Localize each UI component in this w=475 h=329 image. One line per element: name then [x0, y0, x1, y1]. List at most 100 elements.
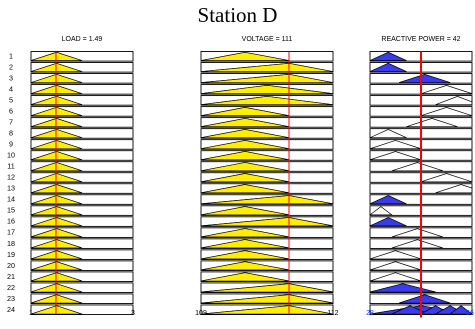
range-max-label: 112 — [327, 310, 338, 317]
row-frame — [30, 51, 134, 62]
row-frame — [200, 62, 334, 73]
membership-row — [200, 304, 334, 316]
membership-row — [200, 95, 334, 106]
rule-number: 21 — [7, 272, 15, 281]
fired-area — [31, 96, 83, 105]
fired-area — [201, 118, 290, 128]
row-frame — [30, 139, 134, 150]
rule-number: 15 — [7, 206, 15, 215]
range-min-label: 1 — [29, 310, 33, 317]
membership-row — [30, 260, 134, 271]
row-frame — [200, 150, 334, 161]
membership-row — [30, 139, 134, 150]
membership-row — [369, 95, 473, 106]
row-frame — [200, 249, 334, 260]
membership-row — [30, 51, 134, 62]
membership-row — [200, 161, 334, 172]
rule-number: 16 — [7, 217, 15, 226]
row-frame — [30, 238, 134, 249]
fired-area — [201, 206, 290, 216]
rule-number: 24 — [7, 305, 15, 314]
row-frame — [200, 216, 334, 227]
fired-area — [31, 63, 83, 72]
rule-number: 20 — [7, 261, 15, 270]
fired-area — [201, 140, 290, 150]
panel-label: REACTIVE POWER = 42 — [381, 36, 460, 43]
rule-number: 11 — [7, 162, 14, 171]
rule-number: 18 — [7, 239, 15, 248]
membership-row — [200, 117, 334, 128]
page-title: Station D — [198, 3, 278, 27]
membership-curve — [370, 140, 422, 150]
membership-curve — [370, 272, 422, 282]
fired-area — [31, 129, 83, 139]
fired-area — [399, 74, 451, 83]
row-frame — [30, 194, 134, 205]
fired-area — [31, 173, 83, 183]
membership-row — [30, 238, 134, 249]
rule-number: 2 — [9, 62, 13, 71]
membership-row — [30, 106, 134, 117]
row-frame — [200, 51, 334, 62]
fired-area — [201, 228, 290, 238]
fired-area — [201, 74, 333, 83]
membership-row — [200, 205, 334, 216]
membership-curve — [370, 129, 407, 139]
rule-number: 5 — [9, 95, 13, 104]
range-max-label: 3 — [131, 310, 135, 317]
membership-curve — [370, 206, 393, 216]
fired-area — [31, 206, 83, 216]
fired-area — [201, 184, 290, 194]
membership-row — [30, 205, 134, 216]
row-frame — [30, 304, 134, 316]
fired-area — [31, 195, 83, 205]
rule-number: 7 — [9, 118, 13, 127]
membership-row — [200, 51, 334, 62]
fired-area — [201, 85, 333, 94]
fired-area — [201, 151, 290, 161]
row-frame — [30, 73, 134, 84]
membership-row — [30, 183, 134, 194]
fired-area — [201, 195, 333, 205]
row-frame — [30, 62, 134, 73]
membership-row — [200, 139, 334, 150]
membership-curve — [420, 173, 472, 183]
row-frame — [30, 260, 134, 271]
membership-curve — [370, 261, 422, 271]
row-frame — [200, 128, 334, 139]
membership-row — [30, 117, 134, 128]
fired-area — [31, 118, 83, 128]
row-frame — [30, 227, 134, 238]
fired-area — [201, 250, 290, 260]
row-frame — [30, 183, 134, 194]
row-frame — [30, 117, 134, 128]
membership-curve — [391, 162, 443, 172]
panel-1: LOAD = 1.49 1 3 — [29, 36, 135, 317]
panel-label: VOLTAGE = 111 — [242, 36, 293, 43]
rule-number: 10 — [7, 151, 15, 160]
rule-number: 4 — [9, 84, 13, 93]
rule-number: 6 — [9, 107, 13, 116]
fired-area — [31, 51, 83, 61]
row-frame — [200, 183, 334, 194]
membership-row — [30, 304, 134, 316]
membership-row — [30, 73, 134, 84]
membership-row — [30, 62, 134, 73]
row-frame — [200, 260, 334, 271]
membership-curve — [391, 239, 443, 249]
rule-number: 3 — [9, 73, 13, 82]
membership-curve — [370, 151, 422, 161]
rule-number: 1 — [9, 51, 13, 60]
fired-area — [31, 239, 83, 249]
membership-row — [30, 194, 134, 205]
membership-curve — [420, 84, 472, 95]
row-frame — [200, 227, 334, 238]
fired-area — [391, 305, 429, 315]
fired-area — [31, 228, 83, 238]
membership-curve — [391, 228, 443, 238]
membership-row — [200, 84, 334, 95]
row-frame — [200, 161, 334, 172]
membership-curve — [435, 96, 472, 106]
fired-area — [399, 294, 451, 304]
